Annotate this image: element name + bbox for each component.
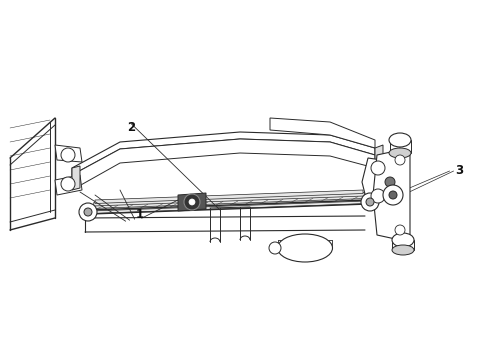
Circle shape [371,161,385,175]
Circle shape [385,177,395,187]
Ellipse shape [277,234,333,262]
Polygon shape [373,150,410,240]
Polygon shape [91,198,367,211]
Text: 2: 2 [127,121,135,134]
Ellipse shape [389,133,411,147]
Polygon shape [362,158,400,206]
Circle shape [61,148,75,162]
Polygon shape [178,193,206,211]
Circle shape [269,242,281,254]
Polygon shape [72,166,80,190]
Polygon shape [72,139,375,190]
Polygon shape [93,195,366,208]
Ellipse shape [392,233,414,247]
Polygon shape [55,175,82,195]
Circle shape [361,193,379,211]
Polygon shape [94,193,364,206]
Circle shape [84,208,92,216]
Circle shape [61,177,75,191]
Ellipse shape [389,148,411,158]
Circle shape [383,185,403,205]
Circle shape [184,194,200,210]
Circle shape [395,225,405,235]
Polygon shape [375,145,383,168]
Text: 3: 3 [456,165,464,177]
Polygon shape [55,145,82,162]
Polygon shape [90,200,368,213]
Circle shape [366,198,374,206]
Text: 1: 1 [136,208,144,221]
Circle shape [79,203,97,221]
Polygon shape [95,190,363,203]
Polygon shape [72,132,375,175]
Circle shape [189,199,195,205]
Ellipse shape [392,245,414,255]
Circle shape [389,191,397,199]
Polygon shape [270,118,375,148]
Circle shape [395,155,405,165]
Circle shape [371,189,385,203]
Ellipse shape [384,160,402,170]
